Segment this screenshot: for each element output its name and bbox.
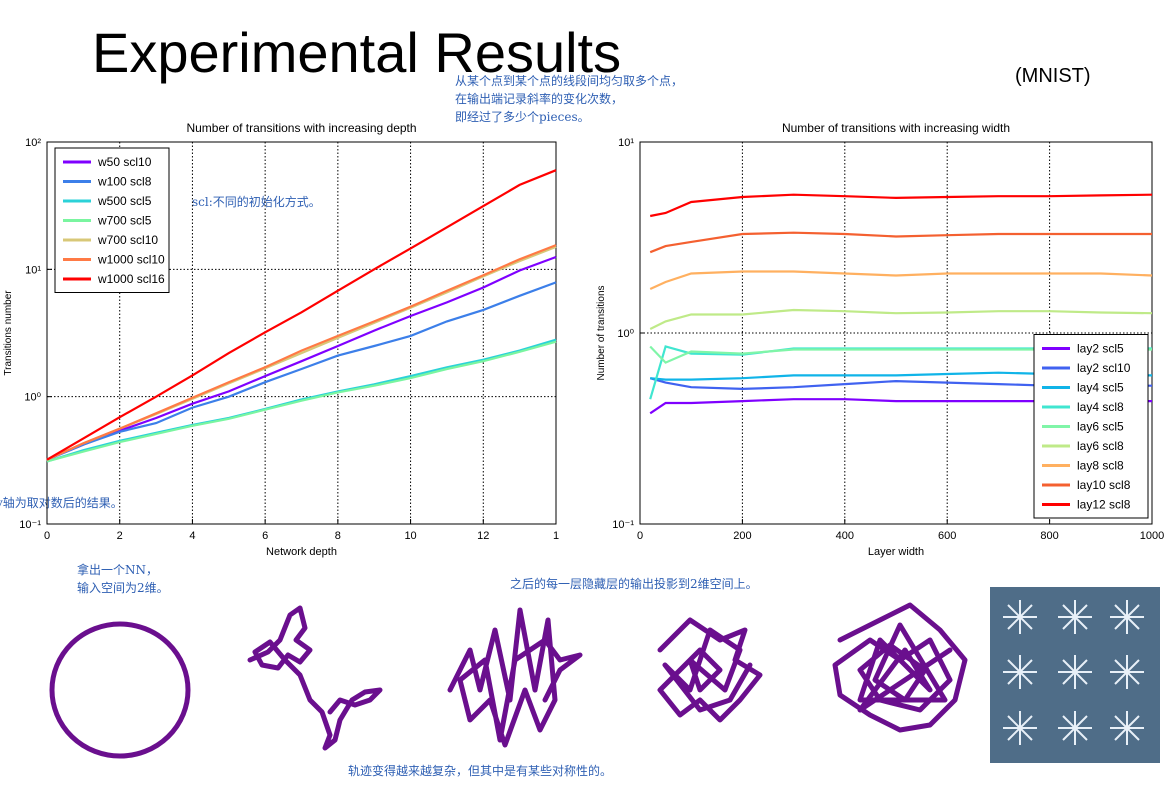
legend-label: lay12 scl8 (1077, 498, 1131, 512)
x-tick-label: 0 (44, 530, 50, 542)
plot-frame (639, 141, 1153, 525)
series-line (46, 281, 557, 461)
legend-label: lay2 scl10 (1077, 361, 1131, 375)
annotation: 即经过了多少个pieces。 (455, 110, 590, 124)
x-axis-label: Layer width (868, 546, 924, 558)
legend-label: lay4 scl8 (1077, 400, 1124, 414)
x-tick-label: 6 (262, 530, 268, 542)
annotation: 轨迹变得越来越复杂，但其中是有某些对称性的。 (348, 763, 612, 778)
y-tick-label: 10¹ (25, 264, 41, 276)
snowflake (1003, 600, 1144, 745)
trajectory (447, 607, 583, 748)
trajectory (657, 617, 763, 723)
legend-label: lay8 scl8 (1077, 459, 1124, 473)
y-tick-label: 10¹ (618, 137, 634, 149)
x-tick-label: 0 (637, 530, 643, 542)
y-tick-label: 10⁻¹ (612, 519, 634, 531)
trajectory (832, 602, 968, 733)
series-line (649, 270, 1153, 291)
legend-label: w100 scl8 (97, 175, 152, 189)
slide-title: Experimental Results (92, 21, 621, 84)
annotation: scl:不同的初始化方式。 (192, 194, 321, 209)
x-axis-label: Network depth (266, 546, 337, 558)
x-tick-label: 200 (733, 530, 751, 542)
annotation: 从某个点到某个点的线段间均匀取多个点， (455, 73, 683, 88)
plot-frame (46, 141, 557, 525)
annotation: 之后的每一层隐藏层的输出投影到2维空间上。 (510, 576, 758, 591)
legend-label: lay10 scl8 (1077, 478, 1131, 492)
x-tick-label: 2 (117, 530, 123, 542)
annotation: 输入空间为2维。 (77, 580, 169, 595)
x-tick-label: 800 (1040, 530, 1058, 542)
legend-label: lay6 scl8 (1077, 439, 1124, 453)
legend: lay2 scl5 lay2 scl10 lay4 scl5 lay4 scl8 lay… (1033, 334, 1149, 519)
series-line (46, 169, 557, 461)
legend-label: lay2 scl5 (1077, 342, 1124, 356)
x-tick-label: 8 (335, 530, 341, 542)
x-tick-label: 600 (938, 530, 956, 542)
trajectory (247, 605, 383, 751)
x-tick-label: 4 (189, 530, 195, 542)
annotation: y轴为取对数后的结果。 (0, 495, 123, 510)
series-line (649, 308, 1153, 330)
series-line (46, 244, 557, 461)
series-line (46, 255, 557, 461)
chart-title: Number of transitions with increasing de… (186, 121, 416, 135)
legend-label: w1000 scl10 (97, 253, 165, 267)
y-tick-label: 10² (25, 137, 41, 149)
x-tick-label: 1000 (1140, 530, 1164, 542)
y-axis-label: Transitions number (3, 290, 14, 376)
y-tick-label: 10⁰ (617, 328, 634, 340)
series-line (649, 231, 1152, 254)
x-tick-label: 1 (553, 530, 559, 542)
legend-label: w1000 scl16 (97, 272, 165, 286)
legend-label: w50 scl10 (97, 155, 152, 169)
x-tick-label: 10 (404, 530, 416, 542)
dataset-label: (MNIST) (1015, 65, 1091, 87)
legend: w50 scl10 w100 scl8 w500 scl5 w700 scl5 w700… (54, 147, 170, 293)
x-tick-label: 12 (477, 530, 489, 542)
series-line (649, 193, 1153, 218)
legend-label: lay4 scl5 (1077, 381, 1124, 395)
legend-label: w700 scl10 (97, 233, 158, 247)
legend-label: w500 scl5 (97, 194, 152, 208)
chart-title: Number of transitions with increasing wi… (782, 121, 1010, 135)
trajectory (49, 621, 191, 759)
legend-label: lay6 scl5 (1077, 420, 1124, 434)
annotation: 拿出一个NN， (77, 562, 158, 577)
y-axis-label: Number of transitions (596, 285, 607, 380)
annotation: 在输出端记录斜率的变化次数， (455, 91, 623, 106)
trajectory-images (49, 587, 1160, 763)
x-tick-label: 400 (836, 530, 854, 542)
y-tick-label: 10⁰ (24, 392, 41, 404)
series-line (46, 340, 557, 463)
legend-label: w700 scl5 (97, 214, 152, 228)
y-tick-label: 10⁻¹ (19, 519, 41, 531)
series-line (46, 338, 557, 463)
